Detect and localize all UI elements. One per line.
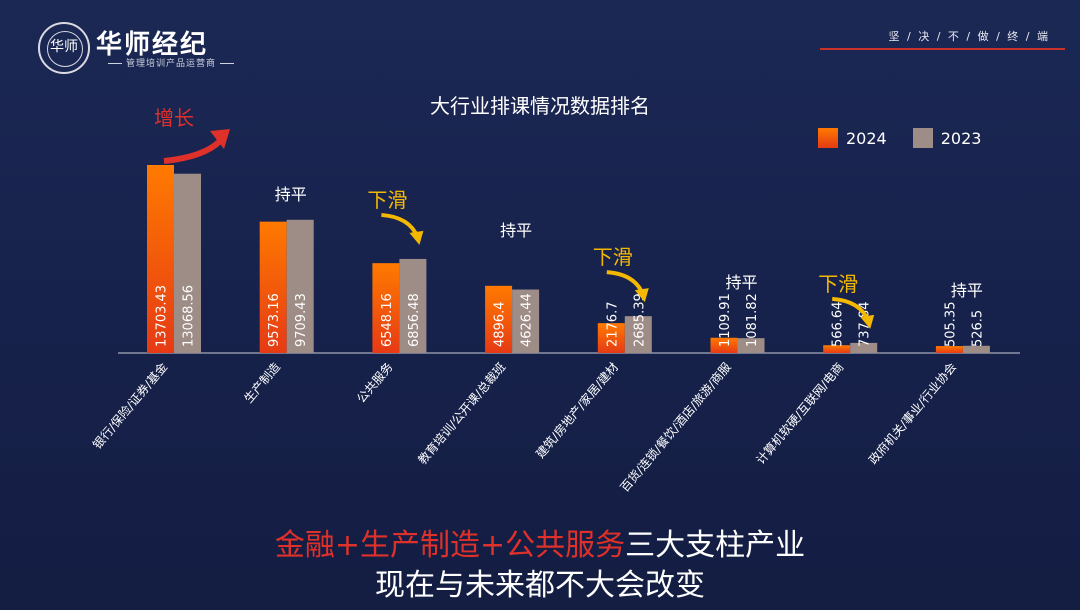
header-divider	[820, 48, 1065, 50]
bar-2024-1	[259, 221, 287, 353]
chart-title: 大行业排课情况数据排名	[430, 94, 650, 118]
value-label-2024-7: 505.35	[943, 302, 958, 348]
trend-annotation-3: 持平	[500, 221, 532, 240]
bar-2024-6	[823, 345, 851, 353]
value-label-2024-3: 4896.4	[493, 302, 508, 347]
legend-swatch-2024	[818, 128, 838, 148]
bar-2024-4	[597, 323, 625, 353]
up-arrow-icon-0	[163, 138, 223, 164]
legend-item-2024: 2024	[818, 128, 887, 148]
legend-swatch-2023	[912, 128, 933, 148]
bar-2024-5	[710, 337, 738, 353]
logo-ring	[47, 31, 83, 67]
trend-annotation-0: 增长	[154, 106, 194, 130]
chart-legend: 2024 2023	[818, 128, 981, 148]
value-label-2023-0: 13068.56	[182, 285, 197, 347]
category-label-0: 银行/保险/证券/基金	[89, 359, 170, 451]
down-arrowhead-icon-4	[634, 288, 649, 303]
value-label-2024-2: 6548.16	[380, 293, 395, 347]
brand-logo: 华师	[38, 22, 90, 74]
bar-2023-7	[962, 345, 990, 353]
footer-line-2: 现在与未来都不大会改变	[375, 568, 705, 603]
category-label-2: 公共服务	[353, 359, 395, 405]
legend-item-2023: 2023	[912, 128, 982, 148]
bar-2024-0	[147, 165, 174, 353]
bar-2023-4	[624, 316, 652, 353]
value-label-2024-4: 2176.7	[605, 302, 620, 348]
category-label-6: 计算机软硬/互联网/电商	[753, 359, 847, 467]
bar-2023-1	[286, 219, 314, 353]
footer-line-1: 金融+生产制造+公共服务三大支柱产业	[0, 520, 1080, 564]
down-arrowhead-icon-6	[860, 314, 875, 329]
value-label-2023-2: 6856.48	[407, 293, 422, 347]
trend-annotation-4: 下滑	[593, 245, 633, 269]
legend-label-2023: 2023	[940, 128, 982, 148]
slogan: 坚 / 决 / 不 / 做 / 终 / 端	[888, 30, 1050, 43]
down-arrowhead-icon-2	[409, 230, 424, 245]
bar-2023-3	[512, 289, 540, 353]
value-label-2023-7: 526.5	[970, 310, 985, 347]
category-label-5: 百货/连锁/餐饮/酒店/旅游/商服	[617, 359, 734, 494]
up-arrowhead-icon-0	[210, 129, 230, 149]
bar-2023-5	[737, 338, 765, 353]
bar-2024-2	[372, 263, 400, 353]
value-label-2024-0: 13703.43	[155, 285, 170, 347]
value-label-2024-5: 1109.91	[718, 293, 733, 347]
bar-2023-0	[174, 173, 201, 353]
bar-2023-6	[850, 342, 878, 353]
legend-label-2024: 2024	[846, 128, 887, 148]
category-label-4: 建筑/房地产/家居/建材	[532, 359, 621, 461]
trend-annotation-2: 下滑	[367, 188, 407, 212]
value-label-2023-5: 1081.82	[745, 293, 760, 347]
bar-chart: 13703.43 13068.56 银行/保险/证券/基金 增长 9573.16 9709…	[89, 106, 1020, 495]
logo-text: 华师	[50, 39, 78, 55]
bar-2023-2	[399, 258, 427, 353]
trend-annotation-7: 持平	[951, 281, 983, 300]
footer-line-1-rest: 三大支柱产业	[625, 528, 806, 563]
bar-2024-7	[935, 346, 963, 353]
value-label-2023-1: 9709.43	[294, 293, 309, 347]
value-label-2023-3: 4626.44	[520, 293, 535, 347]
trend-annotation-6: 下滑	[818, 272, 858, 296]
category-label-3: 教育培训/公开课/总裁班	[415, 359, 509, 467]
brand-subtitle: 管理培训产品运营商	[104, 56, 238, 69]
value-label-2024-6: 566.64	[831, 302, 846, 348]
trend-annotation-1: 持平	[275, 185, 307, 204]
trend-annotation-5: 持平	[725, 273, 757, 292]
footer-highlight: 金融+生产制造+公共服务	[274, 528, 626, 563]
category-label-7: 政府机关/事业/行业协会	[865, 359, 959, 467]
bar-2024-3	[485, 285, 513, 353]
category-label-1: 生产制造	[241, 360, 283, 406]
value-label-2023-4: 2685.39	[632, 293, 647, 347]
brand-name: 华师经纪	[96, 30, 209, 60]
value-label-2024-1: 9573.16	[267, 293, 282, 347]
